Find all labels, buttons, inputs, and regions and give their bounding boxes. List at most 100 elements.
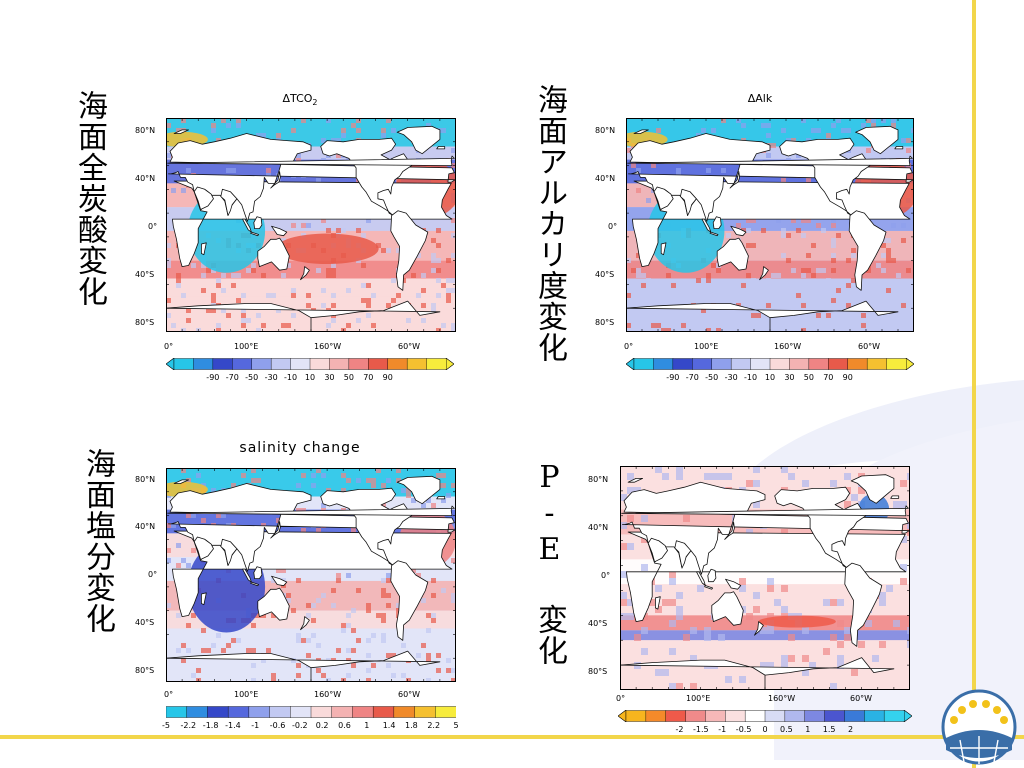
colorbar-tick-label: 1.8 <box>405 721 418 730</box>
colorbar-segment <box>207 706 229 718</box>
colorbar-segment <box>750 358 771 370</box>
colorbar-tick-label: 0.2 <box>315 721 329 730</box>
colorbar-segment <box>232 358 253 370</box>
colorbar-tick-label: 0.6 <box>338 721 351 730</box>
colorbar-segment <box>414 706 436 718</box>
lon-label: 0° <box>164 690 174 699</box>
lon-label: 60°W <box>398 690 421 699</box>
colorbar-tick-label: -70 <box>225 373 239 382</box>
colorbar-segment <box>426 358 447 370</box>
colorbar-alk <box>626 358 914 370</box>
colorbar-arrow-low <box>618 710 627 722</box>
colorbar-segment <box>270 358 292 370</box>
lat-label: 80°S <box>595 318 615 327</box>
colorbar-ticks-salinity: -5 -2.2 -1.8 -1.4 -1 -0.6 -0.2 0.2 0.6 1 1.4 1.8 2.2… <box>162 721 459 731</box>
globe-logo-icon <box>941 689 1017 765</box>
colorbar-segment <box>685 710 706 722</box>
colorbar-tick-label: -30 <box>264 373 278 382</box>
colorbar-tick-label: -30 <box>724 373 738 382</box>
colorbar-tick-label: 30 <box>784 373 795 382</box>
lat-label: 40°S <box>135 270 155 279</box>
colorbar-segment <box>744 710 766 722</box>
colorbar-segment <box>730 358 752 370</box>
colorbar-segment <box>310 706 333 718</box>
label-surface-tco2-change: 海面全炭酸変化 <box>72 90 107 307</box>
colorbar-arrow-high <box>445 358 454 370</box>
lon-label: 60°W <box>398 342 421 351</box>
colorbar-arrow-low <box>166 358 175 370</box>
lon-label: 0° <box>624 342 634 351</box>
colorbar-segment <box>886 358 907 370</box>
lat-label: 80°N <box>135 475 156 484</box>
colorbar-tick-label: 10 <box>304 373 316 382</box>
lon-label: 0° <box>164 342 174 351</box>
colorbar-tick-label: 0 <box>762 725 768 734</box>
lon-label: 60°W <box>850 694 873 703</box>
colorbar-segment <box>804 710 826 722</box>
lat-label: 0° <box>148 222 158 231</box>
colorbar-tick-label: -0.6 <box>269 721 286 730</box>
colorbar-salinity <box>166 706 456 718</box>
colorbar-tick-label: 2.2 <box>427 721 441 730</box>
map-title-tco2: ΔTCO2 <box>282 92 318 108</box>
colorbar-tick-label: -1 <box>718 725 727 734</box>
colorbar-tick-label: 90 <box>382 373 393 382</box>
colorbar-tick-label: -5 <box>162 721 170 730</box>
colorbar-segment <box>251 358 272 370</box>
colorbar-segment <box>248 706 271 718</box>
colorbar-segment <box>645 710 667 722</box>
colorbar-segment <box>329 358 350 370</box>
colorbar-tick-label: 1.4 <box>382 721 396 730</box>
lon-label: 0° <box>616 694 626 703</box>
colorbar-ticks-tco2: -90 -70 -50 -30 -10 10 30 50 70 90 <box>166 373 454 383</box>
colorbar-tick-label: -0.2 <box>292 721 308 730</box>
colorbar-tick-label: -1.4 <box>225 721 241 730</box>
colorbar-segment <box>883 710 905 722</box>
map-salinity <box>166 468 456 682</box>
colorbar-segment <box>711 358 732 370</box>
colorbar-segment <box>290 358 311 370</box>
panel-salinity: salinity change 80°N 40°N 0° 40°S 80°S 0… <box>130 438 470 738</box>
lat-label: 80°S <box>135 666 155 675</box>
colorbar-tick-label: 1 <box>364 721 370 730</box>
colorbar-ticks-alk: -90 -70 -50 -30 -10 10 30 50 70 90 <box>626 373 914 383</box>
colorbar-tick-label: 1.5 <box>822 725 836 734</box>
map-p-minus-e <box>620 466 910 690</box>
colorbar-segment <box>769 358 790 370</box>
colorbar-segment <box>348 358 369 370</box>
colorbar-segment <box>372 706 395 718</box>
lon-label: 160°W <box>768 694 796 703</box>
lat-label: 40°S <box>595 270 615 279</box>
colorbar-segment <box>625 710 647 722</box>
accent-vertical-line <box>972 0 976 768</box>
lat-label: 40°N <box>135 174 156 183</box>
lat-label: 40°N <box>595 174 616 183</box>
colorbar-segment <box>784 710 806 722</box>
label-surface-salinity-change: 海面塩分変化 <box>80 448 115 634</box>
lon-label: 160°W <box>314 342 342 351</box>
colorbar-segment <box>309 358 330 370</box>
lon-label: 160°W <box>774 342 802 351</box>
colorbar-tick-label: -1.8 <box>202 721 219 730</box>
colorbar-segment <box>173 358 194 370</box>
colorbar-segment <box>352 706 374 718</box>
colorbar-segment <box>290 706 312 718</box>
colorbar-segment <box>193 358 214 370</box>
label-surface-alkalinity-change: 海面アルカリ度変化 <box>532 84 567 363</box>
panel-alk: ΔAlk 80°N 40°N 0° 40°S 80°S 0° 100°E 160… <box>590 90 930 390</box>
colorbar-segment <box>368 358 389 370</box>
colorbar-segment <box>435 706 456 718</box>
lat-label: 80°N <box>595 126 616 135</box>
colorbar-tick-label: 0.5 <box>780 725 793 734</box>
colorbar-tick-label: -1 <box>251 721 260 730</box>
colorbar-tick-label: -10 <box>284 373 298 382</box>
colorbar-segment <box>212 358 233 370</box>
lon-label: 100°E <box>686 694 711 703</box>
map-title-salinity: salinity change <box>239 440 361 456</box>
colorbar-arrow-low <box>626 358 635 370</box>
map-alk <box>626 118 914 332</box>
colorbar-arrow-high <box>905 358 914 370</box>
panel-p-minus-e: 80°N 40°N 0° 40°S 80°S 0° 100°E 160°W 60… <box>582 458 932 743</box>
colorbar-tick-label: 70 <box>363 373 374 382</box>
colorbar-segment <box>331 706 353 718</box>
